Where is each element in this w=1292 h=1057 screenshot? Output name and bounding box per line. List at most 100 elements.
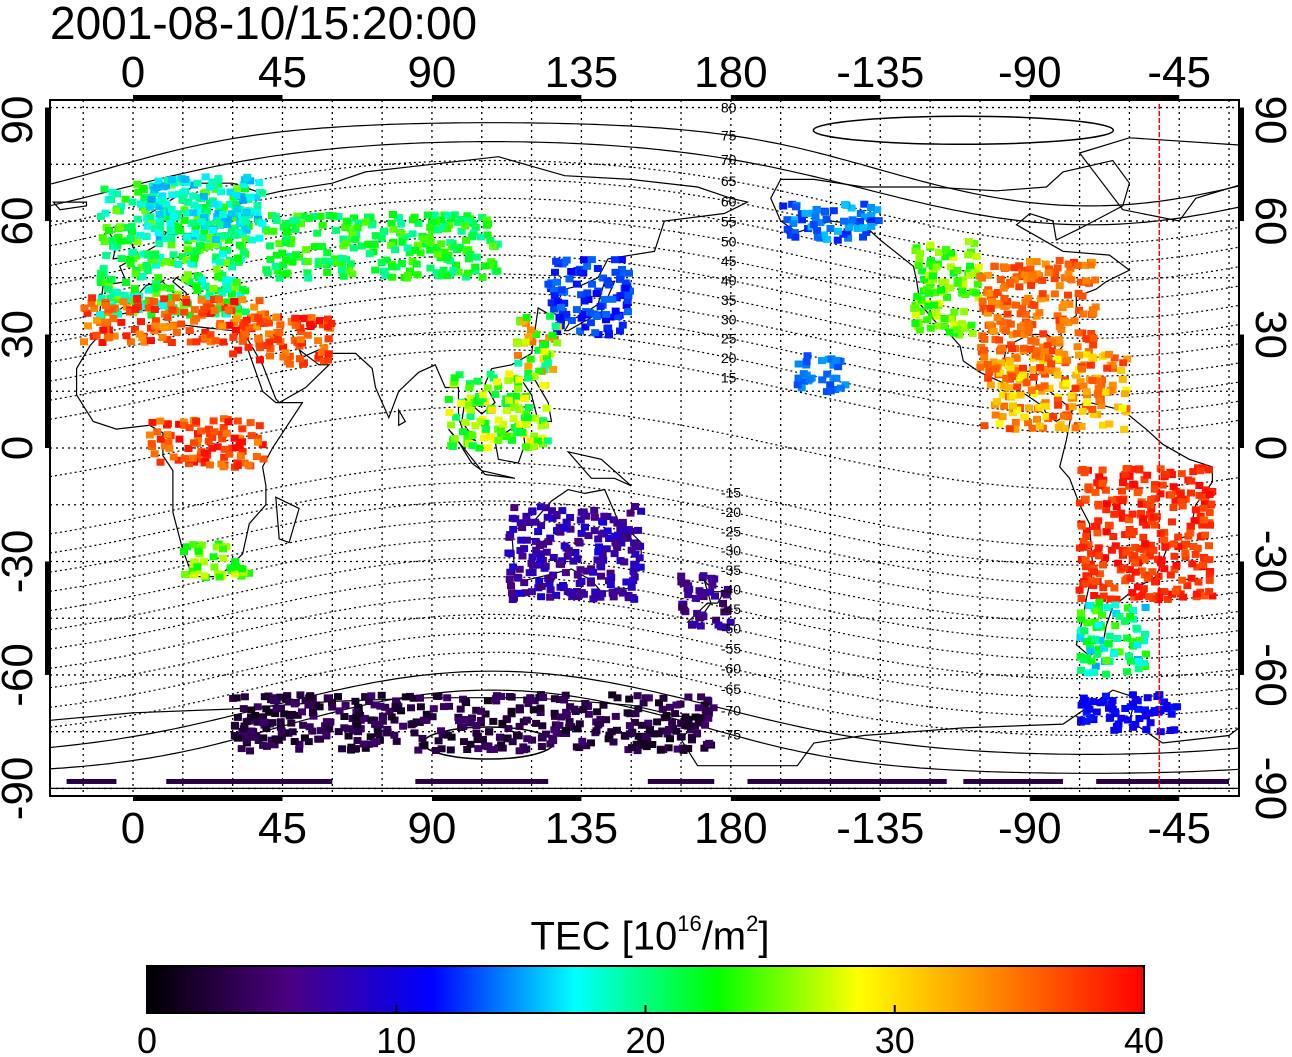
tec-cell bbox=[839, 230, 848, 238]
y-tick-label-right: -30 bbox=[1246, 530, 1292, 594]
tec-cell bbox=[126, 338, 135, 346]
colorbar-tick-label: 0 bbox=[137, 1020, 157, 1057]
tec-cell bbox=[986, 321, 994, 329]
tec-cell bbox=[221, 276, 230, 284]
tec-cell bbox=[445, 702, 454, 710]
tec-cell bbox=[1102, 528, 1111, 536]
tec-cell bbox=[1118, 375, 1127, 383]
tec-cell bbox=[1082, 638, 1091, 645]
tec-cell bbox=[419, 235, 428, 243]
tec-cell bbox=[584, 532, 593, 540]
tec-cell bbox=[209, 178, 218, 186]
tec-cell bbox=[163, 176, 172, 184]
tec-cell bbox=[522, 512, 531, 520]
tec-cell bbox=[1075, 351, 1083, 359]
tec-cell bbox=[1018, 267, 1027, 275]
y-tick-label-right: -60 bbox=[1246, 643, 1292, 707]
tec-cell bbox=[1112, 503, 1121, 511]
tec-cell bbox=[978, 274, 986, 282]
frame-bar bbox=[431, 95, 582, 100]
tec-cell bbox=[583, 289, 592, 297]
tec-cell bbox=[574, 537, 583, 545]
tec-cell bbox=[607, 574, 616, 581]
tec-cell bbox=[299, 721, 308, 729]
tec-cell bbox=[221, 259, 230, 267]
tec-cell bbox=[418, 734, 427, 742]
tec-cell bbox=[209, 553, 218, 561]
tec-cell bbox=[432, 692, 441, 700]
tec-cell bbox=[147, 324, 155, 332]
y-tick-label-right: -90 bbox=[1246, 757, 1292, 821]
tec-cell bbox=[167, 301, 175, 309]
tec-cell bbox=[291, 251, 300, 259]
tec-cell bbox=[1087, 330, 1096, 337]
tec-cell bbox=[575, 720, 584, 728]
tec-cell bbox=[523, 414, 532, 422]
tec-cell bbox=[622, 578, 631, 586]
tec-cell bbox=[231, 570, 240, 578]
tec-cell bbox=[604, 324, 613, 332]
tec-cell bbox=[914, 262, 923, 270]
tec-cell bbox=[964, 251, 973, 259]
tec-cell bbox=[684, 745, 693, 752]
tec-cell bbox=[1028, 271, 1037, 279]
tec-cell bbox=[953, 267, 962, 274]
tec-cell bbox=[493, 378, 502, 386]
tec-cell bbox=[1112, 723, 1121, 730]
tec-cell bbox=[161, 234, 170, 242]
tec-cell bbox=[603, 277, 612, 285]
tec-cell bbox=[695, 613, 704, 621]
tec-cell bbox=[286, 240, 295, 248]
tec-cell bbox=[205, 461, 214, 469]
tec-cell bbox=[432, 747, 440, 754]
tec-cell bbox=[636, 563, 645, 571]
tec-cell bbox=[1169, 504, 1178, 511]
tec-cell bbox=[227, 290, 236, 298]
tec-cell bbox=[428, 713, 437, 721]
tec-cell bbox=[1039, 330, 1048, 338]
tec-cell bbox=[163, 420, 172, 428]
tec-cell bbox=[1047, 367, 1056, 375]
tec-cell bbox=[222, 298, 231, 306]
tec-cell bbox=[993, 300, 1002, 307]
tec-cell bbox=[818, 376, 827, 384]
tec-cell bbox=[548, 514, 557, 522]
tec-cell bbox=[197, 296, 206, 304]
tec-cell bbox=[582, 742, 591, 750]
tec-cell bbox=[549, 365, 558, 373]
tec-cell bbox=[190, 306, 199, 314]
tec-cell bbox=[1027, 276, 1035, 283]
tec-cell bbox=[1038, 276, 1047, 284]
tec-cell bbox=[253, 434, 262, 442]
magnetic-contour bbox=[50, 141, 1239, 226]
tec-cell bbox=[195, 242, 204, 250]
tec-cell bbox=[1199, 504, 1208, 512]
tec-cell bbox=[226, 188, 235, 196]
tec-cell bbox=[592, 313, 601, 320]
tec-cell bbox=[626, 287, 634, 295]
tec-cell bbox=[166, 284, 175, 292]
tec-cell bbox=[242, 737, 251, 745]
tec-cell bbox=[659, 694, 668, 702]
tec-cell bbox=[531, 518, 539, 526]
tec-cell bbox=[1160, 565, 1169, 573]
tec-cell bbox=[275, 274, 284, 282]
tec-cell bbox=[597, 563, 606, 571]
tec-cell bbox=[182, 256, 191, 264]
tec-cell bbox=[151, 317, 160, 325]
tec-cell bbox=[539, 417, 548, 425]
tec-cell bbox=[722, 624, 730, 632]
tec-cell bbox=[672, 701, 681, 709]
tec-cell bbox=[303, 331, 312, 339]
tec-cell bbox=[960, 308, 969, 316]
tec-cell bbox=[250, 303, 259, 311]
tec-cell bbox=[611, 539, 620, 547]
tec-cell bbox=[200, 449, 209, 457]
tec-cell bbox=[498, 719, 507, 727]
magnetic-contour bbox=[50, 349, 1239, 434]
frame-bar bbox=[45, 561, 50, 675]
tec-cell bbox=[926, 260, 935, 268]
tec-cell bbox=[1118, 497, 1127, 505]
tec-cell bbox=[618, 518, 627, 526]
tec-cell bbox=[542, 404, 551, 412]
